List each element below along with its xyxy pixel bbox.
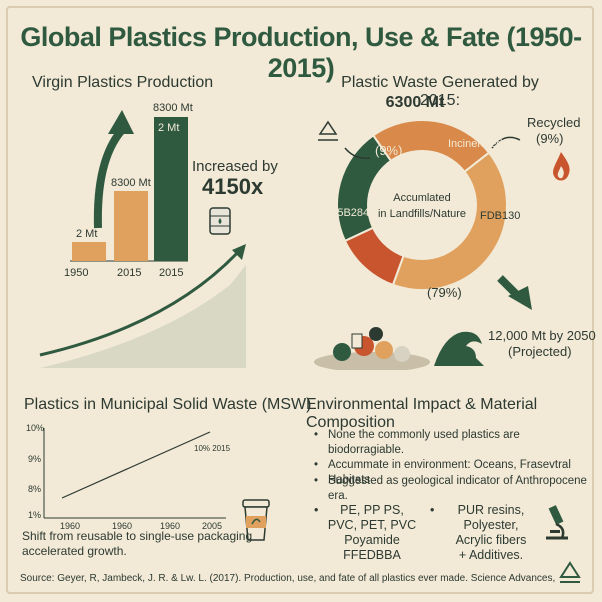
wave-icon xyxy=(432,322,486,368)
y-tick-1: 1% xyxy=(28,510,42,520)
production-bar-0 xyxy=(72,242,106,261)
recycled-pct: (9%) xyxy=(536,131,564,146)
msw-footnote-line2: accelerated growth. xyxy=(22,544,127,558)
x-tick-2: 1960 xyxy=(112,521,133,531)
msw-heading: Plastics in Municipal Solid Waste (MSW) xyxy=(24,396,312,413)
msw-footnote-line1: Shift from reusable to single-use packag… xyxy=(22,529,253,543)
production-bar-2 xyxy=(154,117,188,261)
waste-heading-line2: 6300 Mt xyxy=(385,94,445,111)
x-label-2015-a: 2015 xyxy=(117,267,142,279)
bullet-2: Accummate in environment: Oceans, Frasev… xyxy=(328,459,571,486)
materials-right-1: PUR resins, xyxy=(457,503,525,517)
materials-left-3: Poyamide xyxy=(344,533,400,547)
bullet-3: Suggested as geological indicator of Ant… xyxy=(328,475,587,502)
production-bar-1 xyxy=(114,191,148,261)
x-label-1950: 1950 xyxy=(64,267,89,279)
recycled-label: Recycled xyxy=(527,115,581,130)
microscope-icon xyxy=(546,505,568,540)
x-label-2015-b: 2015 xyxy=(159,267,184,279)
recycle-icon-footer xyxy=(559,561,581,583)
materials-left-1: PE, PP PS, xyxy=(340,503,404,517)
bullet-dot-2: • xyxy=(314,459,319,471)
growth-arrowhead xyxy=(232,244,246,260)
slice-label-incinerated: Incinerated xyxy=(448,138,503,150)
slice-label-79pct: (79%) xyxy=(427,285,462,300)
materials-left-4: FFEDBBA xyxy=(343,548,401,562)
materials-left-2: PVC, PET, PVC xyxy=(327,518,417,532)
fire-icon xyxy=(553,152,570,181)
production-heading: Virgin Plastics Production xyxy=(32,74,214,91)
projection-line2: (Projected) xyxy=(508,344,572,359)
garbage-pile-icon xyxy=(314,327,430,370)
material-bullet-right: • xyxy=(430,503,435,517)
outer-label-left: E5B284 xyxy=(330,207,370,219)
slice-label-9pct: (9%) xyxy=(375,143,403,158)
growth-arrow-line xyxy=(39,248,242,357)
increase-value: 4150x xyxy=(202,174,264,199)
x-tick-1: 1960 xyxy=(60,521,81,531)
materials-right-3: Acrylic fibers xyxy=(455,533,527,547)
curved-arrowhead xyxy=(108,110,134,134)
donut-center-line1: Accumlated xyxy=(393,192,451,204)
projection-line1: 12,000 Mt by 2050 xyxy=(488,328,596,343)
materials-right-2: Polyester, xyxy=(463,518,519,532)
waste-heading-line1: Plastic Waste Generated by 2015: xyxy=(341,74,539,109)
source-citation: Source: Geyer, R, Jambeck, J. R. & Lw. L… xyxy=(20,573,555,584)
curved-arrow xyxy=(93,127,126,229)
bar-label-1950: 2 Mt xyxy=(76,228,98,240)
oil-barrel-icon xyxy=(209,207,231,235)
bullet-dot-1: • xyxy=(314,429,319,441)
bar-label-2015-b: 8300 Mt xyxy=(153,102,193,114)
increase-text: Increased by xyxy=(192,158,278,175)
impact-heading: Environmental Impact & Material Composit… xyxy=(306,396,538,431)
y-tick-10: 10% xyxy=(26,423,45,433)
bullet-dot-3: • xyxy=(314,475,319,487)
outer-label-right: FDB130 xyxy=(480,210,521,222)
bullet-1-cont: biodorragiable. xyxy=(328,444,405,456)
materials-right-4: + Additives. xyxy=(458,548,524,562)
recycle-icon xyxy=(318,120,338,141)
x-tick-4: 2005 xyxy=(202,521,223,531)
bar-inner-label: 2 Mt xyxy=(158,122,180,134)
bar-label-2015-a: 8300 Mt xyxy=(111,177,151,189)
donut-center-line2: in Landfills/Nature xyxy=(377,208,467,220)
coffee-cup-icon xyxy=(242,499,270,541)
y-tick-9: 9% xyxy=(28,454,42,464)
x-tick-3: 1960 xyxy=(160,521,181,531)
material-bullet-left: • xyxy=(314,503,319,517)
page-frame xyxy=(6,6,594,594)
bullet-1: None the commonly used plastics are xyxy=(328,429,520,441)
growth-area xyxy=(40,265,246,368)
y-tick-8: 8% xyxy=(28,484,42,494)
msw-series-line xyxy=(61,431,211,499)
page-title: Global Plastics Production, Use & Fate (… xyxy=(20,22,582,83)
msw-annotation: 10% 2015 xyxy=(194,444,231,453)
